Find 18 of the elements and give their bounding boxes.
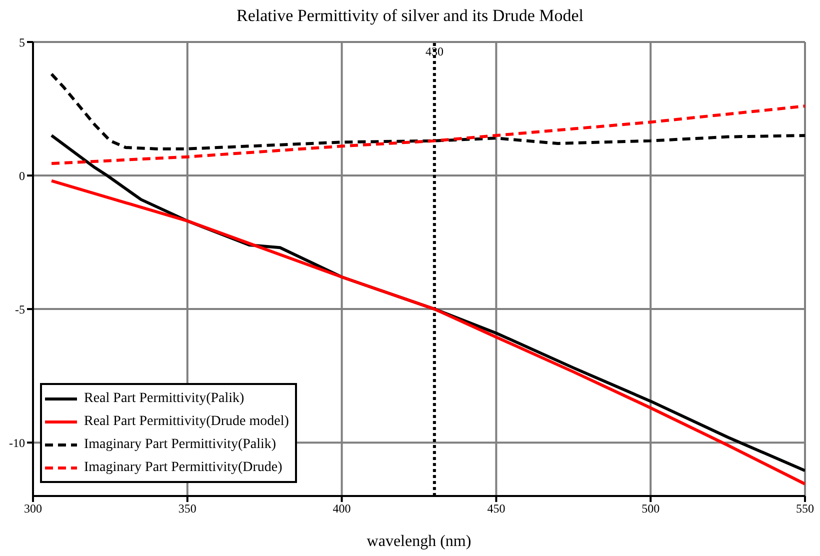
legend-label: Imaginary Part Permittivity(Palik) xyxy=(84,436,276,454)
chart-title: Relative Permittivity of silver and its Drude Model xyxy=(235,6,585,27)
line-series xyxy=(50,179,805,486)
y-tick-label: -10 xyxy=(9,436,25,450)
x-tick-label: 350 xyxy=(178,502,196,516)
x-tick-label: 400 xyxy=(332,502,351,516)
y-tick-label: 0 xyxy=(19,168,25,183)
y-tick-label: 5 xyxy=(19,35,25,50)
x-axis-title: wavelengh (nm) xyxy=(366,533,472,550)
x-tick-label: 500 xyxy=(642,502,660,516)
x-tick-label: 550 xyxy=(796,502,814,516)
x-tick-label: 300 xyxy=(24,502,42,516)
legend-label: Real Part Permittivity(Palik) xyxy=(84,390,244,408)
legend-label: Real Part Permittivity(Drude model) xyxy=(84,413,289,431)
y-tick-label: -5 xyxy=(15,302,25,316)
legend-label: Imaginary Part Permittivity(Drude) xyxy=(84,459,282,477)
line-series xyxy=(50,104,805,166)
x-tick-label: 450 xyxy=(487,502,506,516)
